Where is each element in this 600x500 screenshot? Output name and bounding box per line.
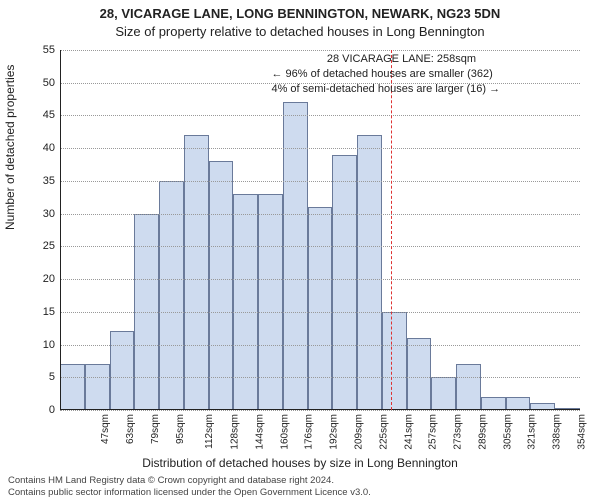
x-axis-label: Distribution of detached houses by size … <box>0 456 600 470</box>
chart-title-sub: Size of property relative to detached ho… <box>0 24 600 39</box>
histogram-bar <box>60 364 85 410</box>
y-tick: 50 <box>43 77 55 89</box>
axis-left <box>60 50 61 410</box>
gridline <box>60 345 580 346</box>
annot-line-1: 28 VICARAGE LANE: 258sqm <box>271 52 531 67</box>
y-tick: 55 <box>43 44 55 56</box>
gridline <box>60 246 580 247</box>
gridline <box>60 377 580 378</box>
histogram-bar <box>184 135 209 410</box>
annot-line-2: ← 96% of detached houses are smaller (36… <box>271 67 531 82</box>
footer-attribution: Contains HM Land Registry data © Crown c… <box>8 475 371 498</box>
x-tick: 225sqm <box>378 414 389 450</box>
footer-line-1: Contains HM Land Registry data © Crown c… <box>8 475 371 486</box>
gridline <box>60 181 580 182</box>
x-tick: 209sqm <box>354 414 365 450</box>
y-tick: 15 <box>43 306 55 318</box>
plot-area: 28 VICARAGE LANE: 258sqm ← 96% of detach… <box>60 50 580 410</box>
histogram-chart: 28, VICARAGE LANE, LONG BENNINGTON, NEWA… <box>0 0 600 500</box>
histogram-bar <box>308 207 333 410</box>
y-tick: 30 <box>43 208 55 220</box>
x-tick: 192sqm <box>329 414 340 450</box>
histogram-bar <box>110 331 135 410</box>
gridline <box>60 148 580 149</box>
x-tick: 257sqm <box>428 414 439 450</box>
histogram-bar <box>382 312 407 410</box>
histogram-bar <box>209 161 234 410</box>
gridline <box>60 115 580 116</box>
gridline <box>60 410 580 411</box>
gridline <box>60 214 580 215</box>
gridline <box>60 279 580 280</box>
x-tick: 95sqm <box>175 414 186 444</box>
histogram-bar <box>357 135 382 410</box>
x-tick: 273sqm <box>453 414 464 450</box>
x-tick: 289sqm <box>477 414 488 450</box>
x-tick: 321sqm <box>527 414 538 450</box>
histogram-bar <box>159 181 184 410</box>
y-axis-label: Number of detached properties <box>3 65 17 230</box>
y-tick: 25 <box>43 240 55 252</box>
reference-line <box>391 50 392 410</box>
x-tick: 144sqm <box>255 414 266 450</box>
y-tick: 45 <box>43 109 55 121</box>
x-tick: 160sqm <box>279 414 290 450</box>
x-tick: 176sqm <box>304 414 315 450</box>
x-tick: 47sqm <box>100 414 111 444</box>
gridline <box>60 312 580 313</box>
x-tick: 338sqm <box>552 414 563 450</box>
axis-bottom <box>60 409 580 410</box>
histogram-bar <box>85 364 110 410</box>
x-tick: 63sqm <box>125 414 136 444</box>
histogram-bar <box>431 377 456 410</box>
x-tick: 305sqm <box>502 414 513 450</box>
histogram-bar <box>456 364 481 410</box>
y-tick: 35 <box>43 175 55 187</box>
histogram-bar <box>407 338 432 410</box>
y-tick: 40 <box>43 142 55 154</box>
chart-title-main: 28, VICARAGE LANE, LONG BENNINGTON, NEWA… <box>0 6 600 21</box>
footer-line-2: Contains public sector information licen… <box>8 487 371 498</box>
histogram-bar <box>332 155 357 410</box>
x-tick: 128sqm <box>230 414 241 450</box>
x-tick: 79sqm <box>150 414 161 444</box>
x-tick: 354sqm <box>576 414 587 450</box>
y-tick: 10 <box>43 339 55 351</box>
y-tick: 0 <box>49 404 55 416</box>
y-tick: 20 <box>43 273 55 285</box>
annot-line-3: 4% of semi-detached houses are larger (1… <box>271 82 531 97</box>
x-tick: 241sqm <box>403 414 414 450</box>
y-tick: 5 <box>49 371 55 383</box>
x-tick: 112sqm <box>204 414 215 449</box>
gridline <box>60 50 580 51</box>
annotation-box: 28 VICARAGE LANE: 258sqm ← 96% of detach… <box>271 52 531 97</box>
